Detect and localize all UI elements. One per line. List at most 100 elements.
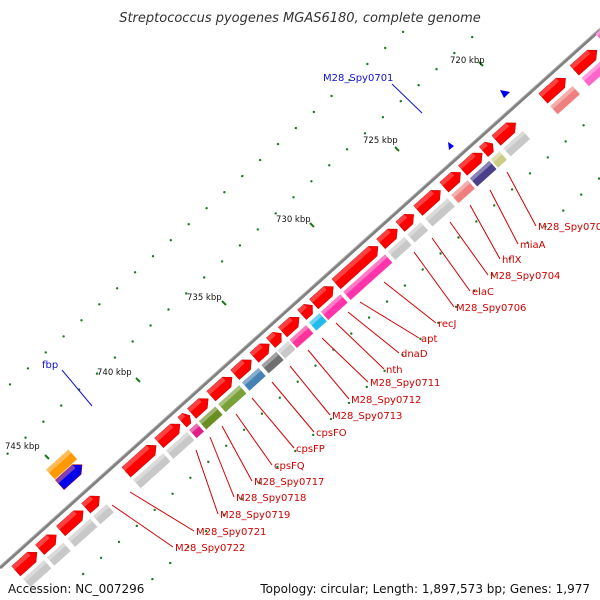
reverse-gene-marker bbox=[500, 90, 510, 98]
gene-label[interactable]: cpsFO bbox=[316, 428, 347, 439]
callout-line bbox=[289, 365, 331, 416]
gene-label[interactable]: M28_Spy0700 bbox=[538, 222, 600, 233]
callout-line bbox=[271, 381, 315, 433]
cog-category-box bbox=[242, 367, 266, 391]
gc-dot bbox=[475, 220, 478, 223]
gc-dot bbox=[329, 417, 333, 421]
callout-line bbox=[359, 301, 420, 339]
gc-dot bbox=[116, 287, 119, 290]
gc-dot bbox=[171, 492, 174, 495]
gene-label[interactable]: M28_Spy0712 bbox=[351, 395, 421, 406]
gc-dot bbox=[258, 481, 261, 485]
gc-dot bbox=[274, 212, 277, 215]
gc-dot bbox=[242, 428, 246, 431]
gc-dot bbox=[276, 465, 279, 469]
gc-dot bbox=[294, 449, 297, 453]
cog-category-box bbox=[23, 560, 52, 588]
cog-category-box bbox=[451, 180, 475, 204]
gene-label[interactable]: recJ bbox=[438, 319, 457, 330]
cog-category-box bbox=[503, 130, 531, 157]
forward-gene-arrow bbox=[81, 495, 100, 514]
callout-line bbox=[335, 322, 385, 370]
gc-dot bbox=[42, 420, 45, 423]
gc-dot bbox=[546, 156, 549, 159]
gc-dot bbox=[153, 508, 156, 512]
gc-dot bbox=[185, 292, 188, 295]
gene-label[interactable]: M28_Spy0713 bbox=[332, 411, 402, 422]
gene-label[interactable]: fbp bbox=[42, 360, 58, 371]
gene-label[interactable]: M28_Spy0701 bbox=[323, 73, 393, 84]
gene-label[interactable]: cpsFQ bbox=[274, 461, 305, 472]
gc-dot bbox=[510, 188, 514, 191]
gc-dot bbox=[135, 524, 138, 528]
cog-category-box bbox=[550, 86, 580, 115]
gc-dot bbox=[113, 356, 117, 359]
gene-label[interactable]: miaA bbox=[520, 240, 546, 251]
gc-dot bbox=[328, 164, 331, 167]
scale-tick bbox=[221, 300, 227, 306]
callout-line bbox=[449, 221, 489, 276]
gc-dot bbox=[312, 110, 315, 114]
gc-dot bbox=[133, 271, 137, 274]
gc-dot bbox=[131, 340, 134, 343]
gene-label[interactable]: M28_Spy0717 bbox=[254, 477, 324, 488]
fbp-reverse-arrow bbox=[55, 464, 83, 491]
cog-category-box bbox=[407, 222, 429, 243]
scale-tick-label: 720 kbp bbox=[450, 56, 485, 66]
gc-dot bbox=[205, 207, 208, 210]
gene-label[interactable]: apt bbox=[421, 334, 437, 345]
gene-label[interactable]: M28_Spy0704 bbox=[490, 271, 560, 282]
callout-line bbox=[469, 204, 501, 260]
gene-label[interactable]: cpsFP bbox=[296, 444, 325, 455]
gc-dot bbox=[472, 289, 476, 292]
forward-gene-arrow bbox=[154, 423, 181, 449]
gc-dot bbox=[403, 284, 407, 287]
scale-tick-label: 725 kbp bbox=[363, 136, 398, 146]
callout-line bbox=[129, 491, 195, 532]
cog-category-box bbox=[166, 431, 195, 459]
callout-line bbox=[413, 251, 455, 308]
callout-line bbox=[431, 237, 471, 292]
gene-label[interactable]: dnaD bbox=[401, 349, 428, 360]
forward-gene-arrow bbox=[278, 316, 300, 338]
gc-dot bbox=[384, 46, 387, 50]
callout-line bbox=[235, 413, 273, 466]
scale-ticks: 720 kbp 725 kbp 730 kbp 735 kbp 740 kbp 745 k… bbox=[5, 56, 485, 460]
gc-dot bbox=[454, 305, 458, 308]
forward-gene-arrow bbox=[11, 551, 38, 577]
cog-category-box bbox=[581, 58, 600, 87]
topology-summary: Topology: circular; Length: 1,897,573 bp… bbox=[260, 582, 590, 596]
gene-label[interactable]: M28_Spy0706 bbox=[456, 303, 526, 314]
cog-category-box bbox=[320, 294, 348, 320]
gc-dot bbox=[582, 124, 585, 127]
gc-dot bbox=[8, 383, 12, 386]
backbone-line-highlight bbox=[0, 27, 600, 567]
forward-gene-arrow bbox=[187, 398, 209, 419]
gene-label[interactable]: M28_Spy0722 bbox=[175, 543, 245, 554]
gene-label[interactable]: hflX bbox=[502, 255, 522, 266]
gene-label[interactable]: elaC bbox=[472, 287, 494, 298]
callout-line bbox=[391, 83, 423, 114]
cog-category-box bbox=[387, 237, 412, 260]
gene-label[interactable]: M28_Spy0721 bbox=[196, 527, 266, 538]
scale-tick-label: 740 kbp bbox=[97, 368, 132, 378]
forward-gene-arrow bbox=[230, 359, 252, 380]
forward-gene-arrow bbox=[249, 343, 270, 363]
gene-label[interactable]: M28_Spy0719 bbox=[220, 510, 290, 521]
gc-dot bbox=[401, 353, 404, 356]
callout-line bbox=[221, 425, 253, 482]
gc-dot bbox=[544, 225, 547, 228]
cog-category-box bbox=[343, 254, 393, 300]
gene-label[interactable]: M28_Spy0718 bbox=[236, 493, 306, 504]
gc-dot bbox=[528, 172, 532, 175]
callout-line bbox=[321, 337, 369, 383]
callout-line bbox=[61, 369, 93, 407]
gc-dot bbox=[597, 177, 600, 180]
gc-dot bbox=[260, 412, 264, 415]
scale-tick bbox=[478, 61, 484, 67]
gc-dot bbox=[225, 444, 228, 447]
gene-label[interactable]: nth bbox=[386, 365, 403, 376]
cog-category-box bbox=[218, 385, 247, 413]
forward-gene-arrow bbox=[177, 413, 192, 428]
gene-label[interactable]: M28_Spy0711 bbox=[370, 378, 440, 389]
